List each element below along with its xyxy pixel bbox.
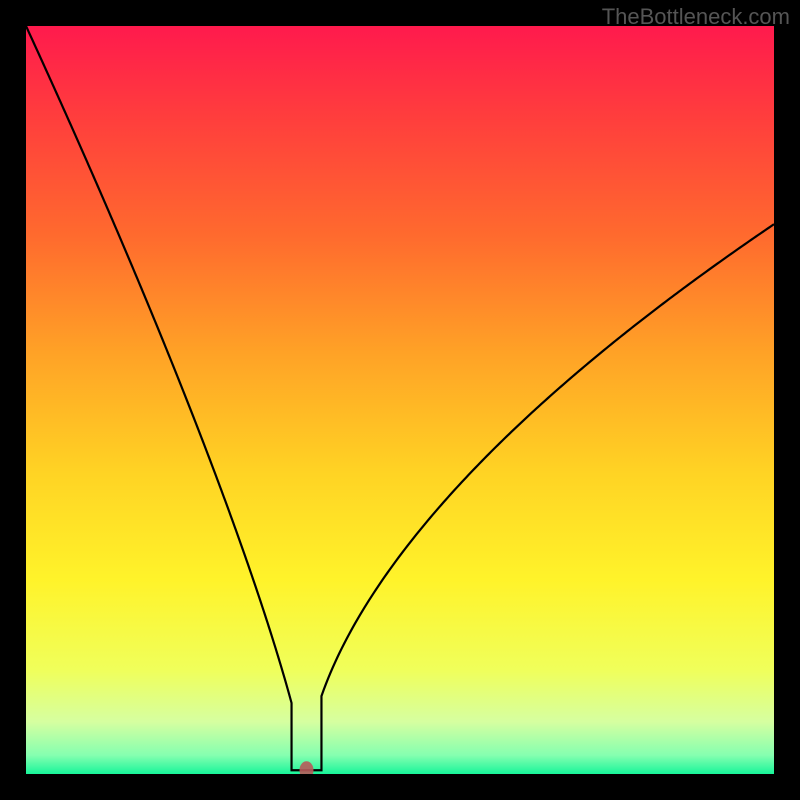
chart-container: TheBottleneck.com — [0, 0, 800, 800]
bottleneck-chart — [0, 0, 800, 800]
watermark-label: TheBottleneck.com — [602, 4, 790, 30]
chart-background — [26, 26, 774, 774]
